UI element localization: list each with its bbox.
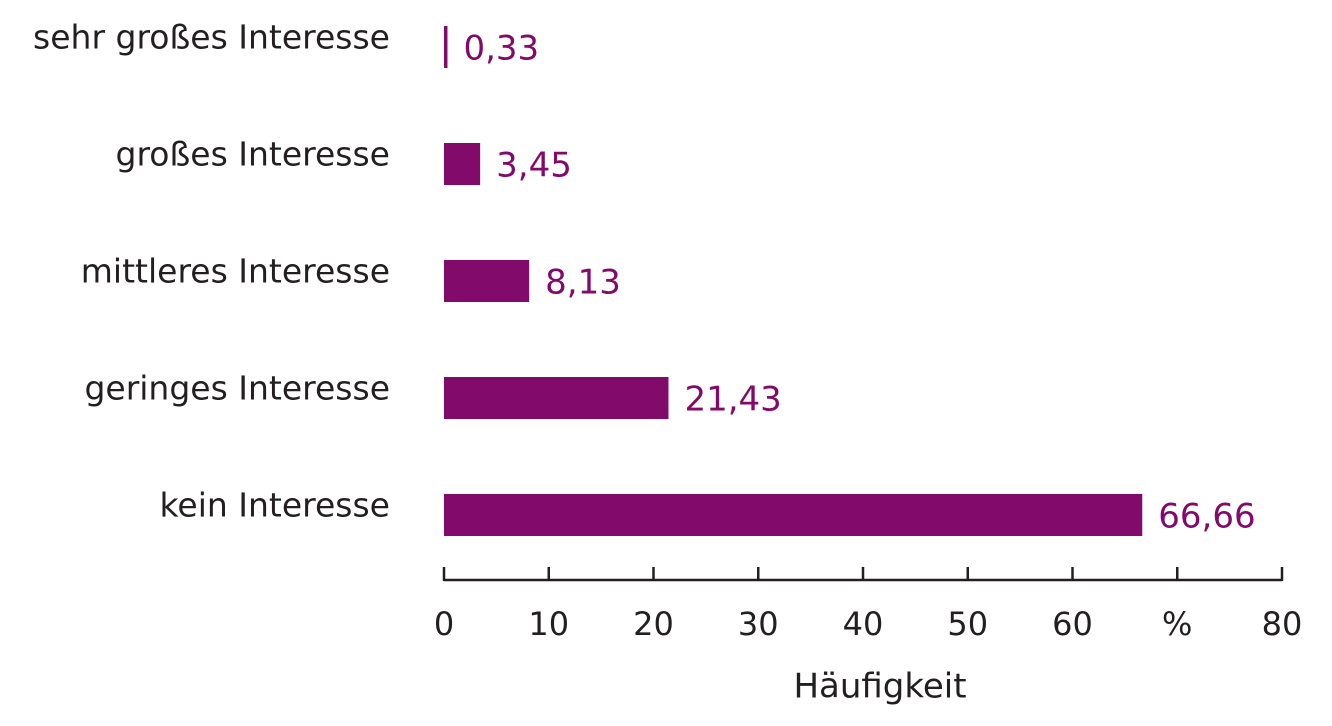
x-tick-label: 40	[843, 605, 884, 643]
value-label: 21,43	[684, 380, 781, 420]
x-tick-label: 50	[947, 605, 988, 643]
bar	[444, 494, 1143, 536]
bar	[444, 260, 530, 302]
y-tick-label: geringes Interesse	[84, 369, 390, 408]
value-label: 66,66	[1158, 497, 1255, 537]
value-label: 8,13	[545, 263, 621, 303]
bar	[444, 377, 669, 419]
x-tick-label: 60	[1052, 605, 1093, 643]
bar	[444, 26, 448, 68]
x-tick-label: 30	[738, 605, 779, 643]
x-tick-label: 80	[1262, 605, 1303, 643]
y-tick-label: sehr großes Interesse	[33, 18, 390, 57]
value-label: 0,33	[463, 29, 539, 69]
x-tick-label: 20	[633, 605, 674, 643]
y-tick-label: mittleres Interesse	[81, 252, 390, 291]
x-tick-label: 0	[434, 605, 454, 643]
y-tick-label: kein Interesse	[159, 486, 390, 525]
value-label: 3,45	[496, 146, 572, 186]
y-tick-label: großes Interesse	[116, 135, 390, 174]
x-tick-label: %	[1162, 605, 1192, 643]
bar	[444, 143, 481, 185]
x-tick-label: 10	[528, 605, 569, 643]
x-axis-title: Häufigkeit	[793, 667, 966, 707]
